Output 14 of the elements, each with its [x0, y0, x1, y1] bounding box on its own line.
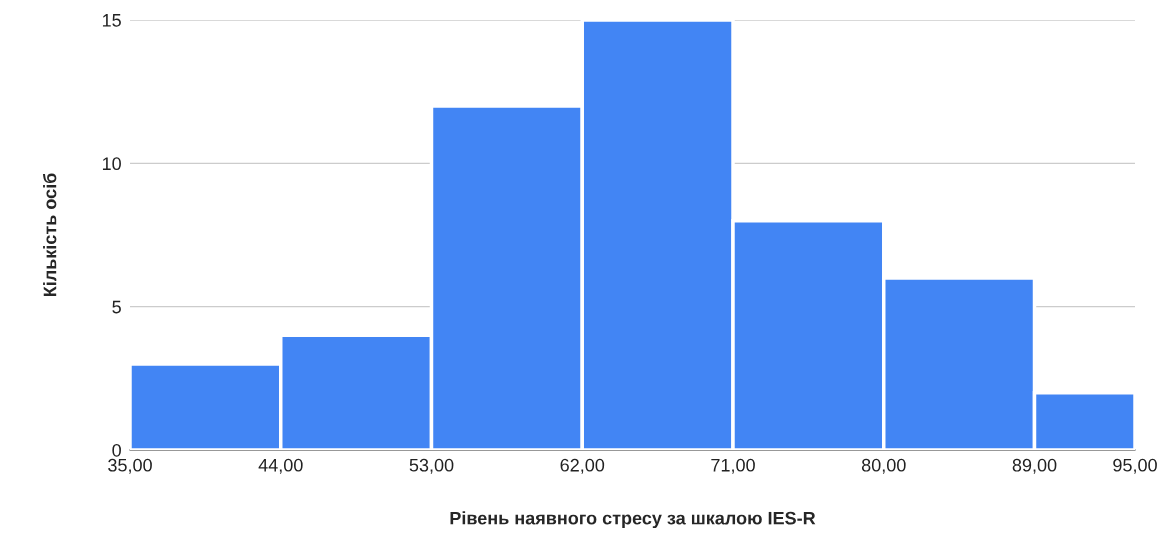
y-tick-label: 0 [112, 443, 121, 457]
x-tick-label: 35,00 [108, 458, 152, 474]
x-tick-label: 53,00 [409, 458, 454, 474]
y-tick-label: 5 [112, 300, 121, 314]
x-tick-label: 89,00 [1012, 458, 1057, 474]
x-axis-title: Рівень наявного стресу за шкалою IES-R [450, 511, 816, 529]
x-tick-label: 95,00 [1113, 458, 1157, 474]
x-tick-label: 71,00 [711, 458, 755, 474]
x-tick-label: 62,00 [560, 458, 605, 474]
y-tick-label: 10 [102, 157, 121, 171]
x-tick-label: 44,00 [258, 458, 303, 474]
x-tick-label: 80,00 [861, 458, 906, 474]
y-tick-label: 15 [102, 14, 121, 27]
y-axis-title: Кількість осіб [42, 173, 57, 297]
